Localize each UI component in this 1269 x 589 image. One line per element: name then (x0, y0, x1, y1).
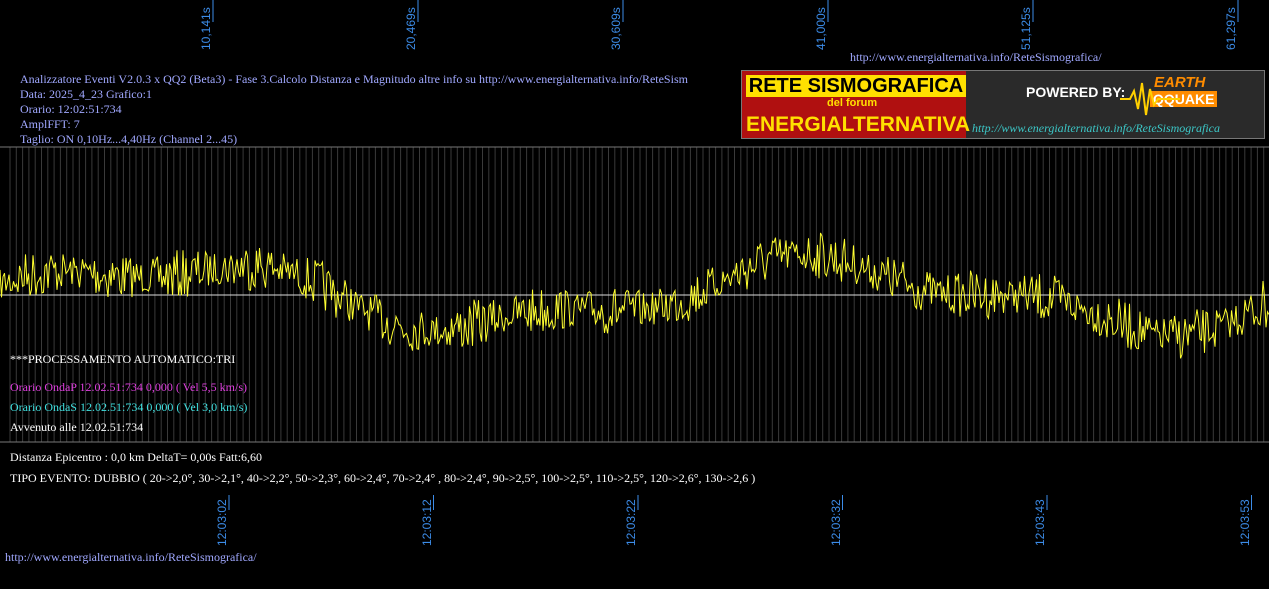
top-tick-label: 61,297s (1224, 7, 1238, 50)
header-line: Taglio: ON 0,10Hz...4,40Hz (Channel 2...… (20, 132, 238, 146)
footer-url: http://www.energialternativa.info/ReteSi… (5, 550, 257, 564)
bottom-tick-label: 12:03:43 (1033, 499, 1047, 546)
top-url: http://www.energialternativa.info/ReteSi… (850, 50, 1102, 64)
processing: ***PROCESSAMENTO AUTOMATICO:TRI (10, 352, 236, 366)
onda-p: Orario OndaP 12.02.51:734 0,000 ( Vel 5,… (10, 380, 247, 394)
top-tick-label: 20,469s (404, 7, 418, 50)
logo-brand: QQUAKE (1150, 91, 1218, 107)
distanza: Distanza Epicentro : 0,0 km DeltaT= 0,00… (10, 450, 263, 464)
logo-name: ENERGIALTERNATIVA (746, 113, 970, 136)
bottom-tick-label: 12:03:22 (624, 499, 638, 546)
top-tick-label: 30,609s (609, 7, 623, 50)
logo-url: http://www.energialternativa.info/ReteSi… (972, 121, 1220, 135)
header-line: Data: 2025_4_23 Grafico:1 (20, 87, 152, 101)
bottom-tick-label: 12:03:32 (828, 499, 843, 546)
onda-s: Orario OndaS 12.02.51:734 0,000 ( Vel 3,… (10, 400, 248, 414)
waveform (0, 232, 1269, 359)
header-line: Orario: 12:02:51:734 (20, 102, 122, 116)
bottom-tick-label: 12:03:02 (215, 499, 229, 546)
header-line: AmplFFT: 7 (20, 117, 80, 131)
avvenuto: Avvenuto alle 12.02.51:734 (10, 420, 144, 434)
top-tick-label: 41,000s (814, 7, 828, 50)
top-tick-label: 10,141s (199, 7, 213, 50)
logo-subtitle: del forum (827, 97, 878, 109)
logo-brand: EARTH (1154, 74, 1206, 91)
header-line: Analizzatore Eventi V2.0.3 x QQ2 (Beta3)… (20, 72, 688, 86)
logo: RETE SISMOGRAFICA del forum ENERGIALTERN… (741, 70, 1265, 139)
bottom-tick-label: 12:03:12 (419, 499, 434, 546)
bottom-tick-label: 12:03:53 (1237, 499, 1252, 546)
logo-wave (1120, 82, 1180, 116)
tipo-evento: TIPO EVENTO: DUBBIO ( 20->2,0°, 30->2,1°… (10, 471, 756, 485)
logo-title: RETE SISMOGRAFICA (746, 75, 966, 97)
logo-powered: POWERED BY: (1026, 84, 1126, 100)
top-tick-label: 51,125s (1019, 7, 1033, 50)
